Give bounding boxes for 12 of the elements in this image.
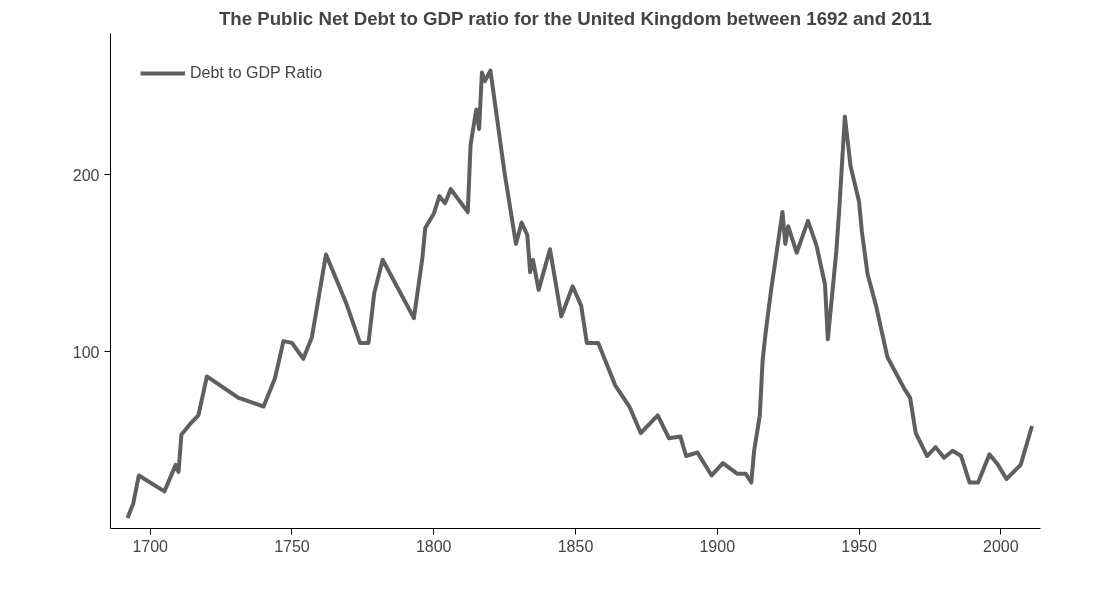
y-tick-label: 200 (72, 166, 100, 184)
x-tick-label: 1950 (841, 537, 877, 555)
line-series (125, 68, 1034, 520)
x-tick-label: 1850 (557, 537, 594, 555)
x-tick-label: 1900 (699, 537, 736, 555)
chart-title: The Public Net Debt to GDP ratio for the United Kingdom between 1692 and 2011 (218, 7, 932, 29)
legend-label: Debt to GDP Ratio (190, 64, 323, 82)
x-tick-label: 2000 (983, 537, 1019, 555)
x-tick-label: 1750 (274, 537, 310, 555)
y-tick-label: 100 (72, 343, 100, 361)
x-tick-label: 1700 (132, 537, 169, 555)
x-tick-label: 1800 (415, 537, 452, 555)
